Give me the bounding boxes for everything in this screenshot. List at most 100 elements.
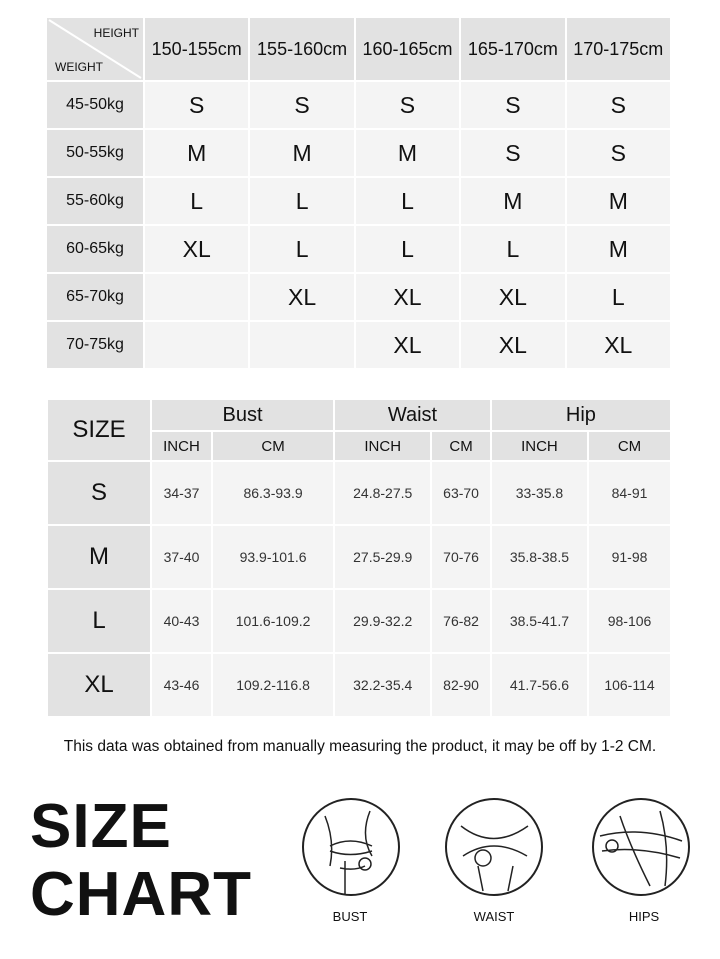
size-cell <box>145 322 249 368</box>
measure-cell: 84-91 <box>589 462 670 524</box>
measure-cell: 35.8-38.5 <box>491 526 587 588</box>
height-header: 150-155cm <box>145 18 249 80</box>
size-cell: L <box>355 178 460 224</box>
unit-header: CM <box>589 432 670 460</box>
size-cell: L <box>355 226 460 272</box>
size-cell: L <box>145 178 249 224</box>
height-weight-size-table: HEIGHT WEIGHT 150-155cm 155-160cm 160-16… <box>45 16 672 370</box>
group-header-bust: Bust <box>152 400 334 430</box>
measurement-table: SIZE Bust Waist Hip INCH CM INCH CM INCH… <box>46 398 672 718</box>
measure-cell: 101.6-109.2 <box>212 590 334 652</box>
measure-cell: 24.8-27.5 <box>335 462 431 524</box>
hips-measure-icon <box>590 796 692 898</box>
size-cell: L <box>250 178 354 224</box>
weight-label: 70-75kg <box>47 322 143 368</box>
size-cell: M <box>566 226 670 272</box>
size-cell: XL <box>355 274 460 320</box>
measure-cell: 106-114 <box>589 654 670 716</box>
measure-cell: 37-40 <box>152 526 211 588</box>
measure-cell: 91-98 <box>589 526 670 588</box>
size-cell: M <box>355 130 460 176</box>
measure-cell: 43-46 <box>152 654 211 716</box>
size-cell: M <box>461 178 565 224</box>
unit-header: INCH <box>491 432 587 460</box>
unit-header: INCH <box>152 432 211 460</box>
size-header: SIZE <box>48 400 150 460</box>
group-header-waist: Waist <box>335 400 490 430</box>
size-cell: S <box>250 82 354 128</box>
measure-cell: 70-76 <box>432 526 490 588</box>
size-label: L <box>48 590 150 652</box>
size-label: S <box>48 462 150 524</box>
weight-label: 60-65kg <box>47 226 143 272</box>
title-size: SIZE <box>30 792 172 861</box>
fit-row: 70-75kg XL XL XL <box>47 322 670 368</box>
size-cell <box>145 274 249 320</box>
size-cell: XL <box>461 274 565 320</box>
weight-label: 55-60kg <box>47 178 143 224</box>
size-cell: S <box>566 82 670 128</box>
fit-row: 45-50kg S S S S S <box>47 82 670 128</box>
measure-cell: 29.9-32.2 <box>335 590 431 652</box>
weight-label: 45-50kg <box>47 82 143 128</box>
measure-row: S 34-37 86.3-93.9 24.8-27.5 63-70 33-35.8 84-9… <box>48 462 670 524</box>
measure-cell: 40-43 <box>152 590 211 652</box>
fit-row: 65-70kg XL XL XL L <box>47 274 670 320</box>
waist-measure-icon <box>443 796 545 898</box>
title-chart: CHART <box>30 860 252 929</box>
size-cell: XL <box>355 322 460 368</box>
fit-row: 60-65kg XL L L L M <box>47 226 670 272</box>
measure-cell: 38.5-41.7 <box>491 590 587 652</box>
measurement-note: This data was obtained from manually mea… <box>63 738 657 755</box>
size-cell: XL <box>250 274 354 320</box>
height-header: 165-170cm <box>461 18 565 80</box>
weight-axis-label: WEIGHT <box>55 60 103 74</box>
fit-row: 50-55kg M M M S S <box>47 130 670 176</box>
height-header: 160-165cm <box>355 18 460 80</box>
bust-measure-icon <box>300 796 402 898</box>
measure-cell: 63-70 <box>432 462 490 524</box>
size-cell: S <box>145 82 249 128</box>
fit-row: 55-60kg L L L M M <box>47 178 670 224</box>
measure-cell: 82-90 <box>432 654 490 716</box>
measure-cell: 98-106 <box>589 590 670 652</box>
height-axis-label: HEIGHT <box>93 26 139 40</box>
measure-cell: 41.7-56.6 <box>491 654 587 716</box>
measure-row: L 40-43 101.6-109.2 29.9-32.2 76-82 38.5-41.7… <box>48 590 670 652</box>
measure-cell: 86.3-93.9 <box>212 462 334 524</box>
size-cell: L <box>250 226 354 272</box>
measure-cell: 27.5-29.9 <box>335 526 431 588</box>
size-label: M <box>48 526 150 588</box>
corner-header: HEIGHT WEIGHT <box>47 18 143 80</box>
measure-row: XL 43-46 109.2-116.8 32.2-35.4 82-90 41.7-56.… <box>48 654 670 716</box>
unit-header: CM <box>432 432 490 460</box>
size-cell: L <box>566 274 670 320</box>
size-cell: M <box>250 130 354 176</box>
size-cell: M <box>145 130 249 176</box>
measure-cell: 32.2-35.4 <box>335 654 431 716</box>
measure-row: M 37-40 93.9-101.6 27.5-29.9 70-76 35.8-38.5 9… <box>48 526 670 588</box>
measure-cell: 76-82 <box>432 590 490 652</box>
size-cell: S <box>355 82 460 128</box>
size-cell <box>250 322 354 368</box>
size-cell: L <box>461 226 565 272</box>
height-header: 155-160cm <box>250 18 354 80</box>
waist-label: WAIST <box>473 909 515 924</box>
measure-cell: 109.2-116.8 <box>212 654 334 716</box>
height-header: 170-175cm <box>566 18 670 80</box>
size-cell: XL <box>461 322 565 368</box>
size-cell: M <box>566 178 670 224</box>
weight-label: 65-70kg <box>47 274 143 320</box>
size-cell: XL <box>145 226 249 272</box>
measure-cell: 34-37 <box>152 462 211 524</box>
weight-label: 50-55kg <box>47 130 143 176</box>
size-cell: S <box>461 130 565 176</box>
size-cell: S <box>461 82 565 128</box>
size-label: XL <box>48 654 150 716</box>
bust-label: BUST <box>332 909 368 924</box>
group-header-hip: Hip <box>491 400 670 430</box>
hips-label: HIPS <box>628 909 660 924</box>
measure-cell: 33-35.8 <box>491 462 587 524</box>
size-cell: S <box>566 130 670 176</box>
diagonal-divider <box>48 19 142 79</box>
